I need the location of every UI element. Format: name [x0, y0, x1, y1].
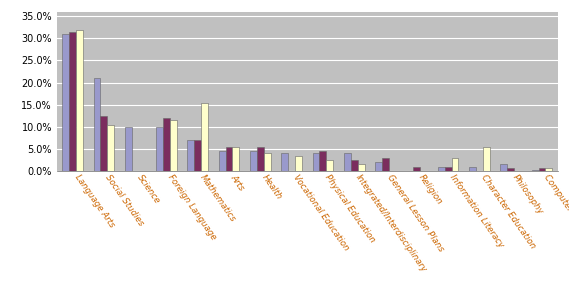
Bar: [225, 147, 233, 171]
Bar: [538, 168, 546, 171]
Bar: [295, 156, 302, 171]
Bar: [319, 151, 327, 171]
Bar: [500, 165, 507, 171]
Bar: [233, 147, 240, 171]
Bar: [76, 30, 83, 171]
Bar: [187, 140, 194, 171]
Bar: [264, 153, 271, 171]
Bar: [281, 153, 288, 171]
Bar: [507, 168, 514, 171]
Bar: [358, 165, 365, 171]
Bar: [93, 78, 100, 171]
Bar: [413, 167, 420, 171]
Bar: [125, 127, 131, 171]
Bar: [250, 151, 257, 171]
Bar: [156, 127, 163, 171]
Bar: [375, 162, 382, 171]
Bar: [531, 170, 538, 171]
Bar: [170, 120, 177, 171]
Bar: [69, 32, 76, 171]
Bar: [382, 158, 389, 171]
Bar: [163, 118, 170, 171]
Bar: [201, 103, 208, 171]
Bar: [469, 167, 476, 171]
Bar: [327, 160, 333, 171]
Bar: [218, 151, 225, 171]
Bar: [257, 147, 264, 171]
Bar: [444, 167, 452, 171]
Bar: [344, 153, 351, 171]
Bar: [100, 116, 108, 171]
Bar: [546, 168, 552, 171]
Bar: [483, 147, 490, 171]
Bar: [194, 140, 201, 171]
Bar: [312, 153, 319, 171]
Bar: [108, 125, 114, 171]
Bar: [62, 34, 69, 171]
Bar: [438, 167, 444, 171]
Bar: [452, 158, 459, 171]
Bar: [351, 160, 358, 171]
